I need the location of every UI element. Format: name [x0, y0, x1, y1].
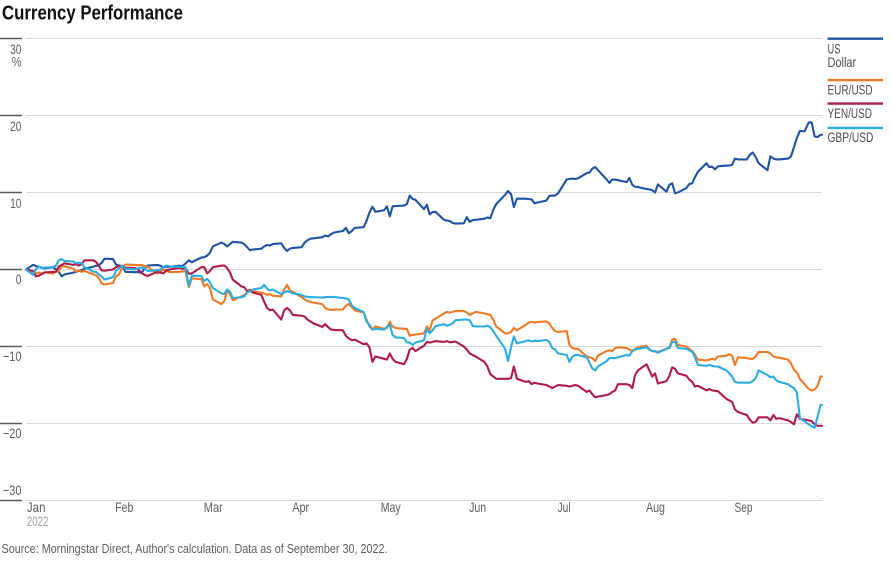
svg-text:May: May	[381, 500, 401, 515]
svg-text:−20: −20	[3, 426, 22, 441]
svg-text:20: 20	[10, 119, 22, 134]
svg-text:GBP/USD: GBP/USD	[828, 130, 874, 145]
svg-text:Dollar: Dollar	[828, 55, 857, 70]
svg-text:Jul: Jul	[558, 500, 571, 515]
svg-text:US: US	[828, 42, 841, 57]
svg-text:0: 0	[16, 272, 22, 287]
svg-text:EUR/USD: EUR/USD	[828, 83, 873, 98]
svg-text:10: 10	[10, 196, 22, 211]
svg-text:2022: 2022	[27, 514, 49, 529]
svg-text:Sep: Sep	[735, 500, 753, 515]
svg-text:Jan: Jan	[27, 500, 46, 515]
svg-text:Aug: Aug	[646, 500, 665, 515]
svg-text:−10: −10	[3, 349, 22, 364]
svg-text:30: 30	[10, 42, 22, 57]
svg-text:Currency Performance: Currency Performance	[2, 3, 183, 25]
svg-text:Source: Morningstar Direct, Au: Source: Morningstar Direct, Author's cal…	[2, 542, 388, 556]
svg-text:Feb: Feb	[115, 500, 133, 515]
svg-text:Apr: Apr	[292, 500, 309, 515]
svg-text:%: %	[12, 55, 22, 70]
svg-text:YEN/USD: YEN/USD	[828, 106, 873, 121]
svg-text:Mar: Mar	[204, 500, 223, 515]
svg-text:−30: −30	[3, 483, 22, 498]
svg-text:Jun: Jun	[469, 500, 486, 515]
